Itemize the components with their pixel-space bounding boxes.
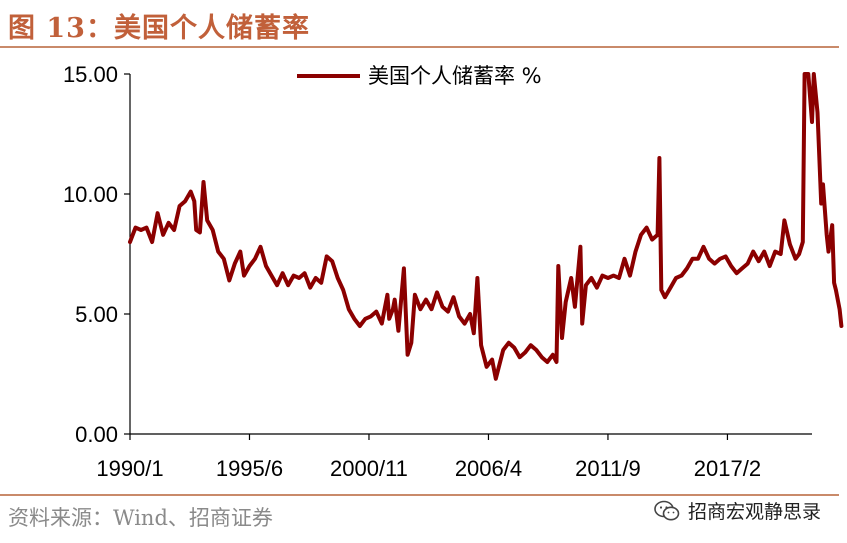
x-tick-label: 2006/4 [455,456,522,481]
footer-divider [0,494,839,496]
legend-label: 美国个人储蓄率 % [368,64,542,88]
legend: 美国个人储蓄率 % [297,64,542,88]
y-tick-label: 10.00 [63,182,118,207]
title-divider [0,46,839,48]
x-tick-label: 2017/2 [694,456,761,481]
wechat-icon [654,500,680,520]
watermark-text: 招商宏观静思录 [687,501,821,523]
series-layer [128,72,844,381]
x-axis: 1990/1 1995/6 2000/11 2006/4 2011/9 2017/2 [96,433,812,481]
watermark: 招商宏观静思录 [654,497,821,524]
y-tick-label: 15.00 [63,62,118,87]
line-chart: 0.00 5.00 10.00 15.00 1990/1 1995/6 2000/11 20… [63,62,844,481]
source-note: 资料来源：Wind、招商证券 [8,506,273,530]
x-tick-label: 1995/6 [216,456,283,481]
series-line-0 [128,72,844,381]
x-tick-label: 1990/1 [96,456,163,481]
y-tick-label: 5.00 [75,302,118,327]
y-tick-label: 0.00 [75,422,118,447]
figure-title: 图 13：美国个人储蓄率 [8,13,310,44]
x-tick-label: 2011/9 [575,456,641,481]
y-axis: 0.00 5.00 10.00 15.00 [63,62,131,447]
x-tick-label: 2000/11 [330,456,408,481]
